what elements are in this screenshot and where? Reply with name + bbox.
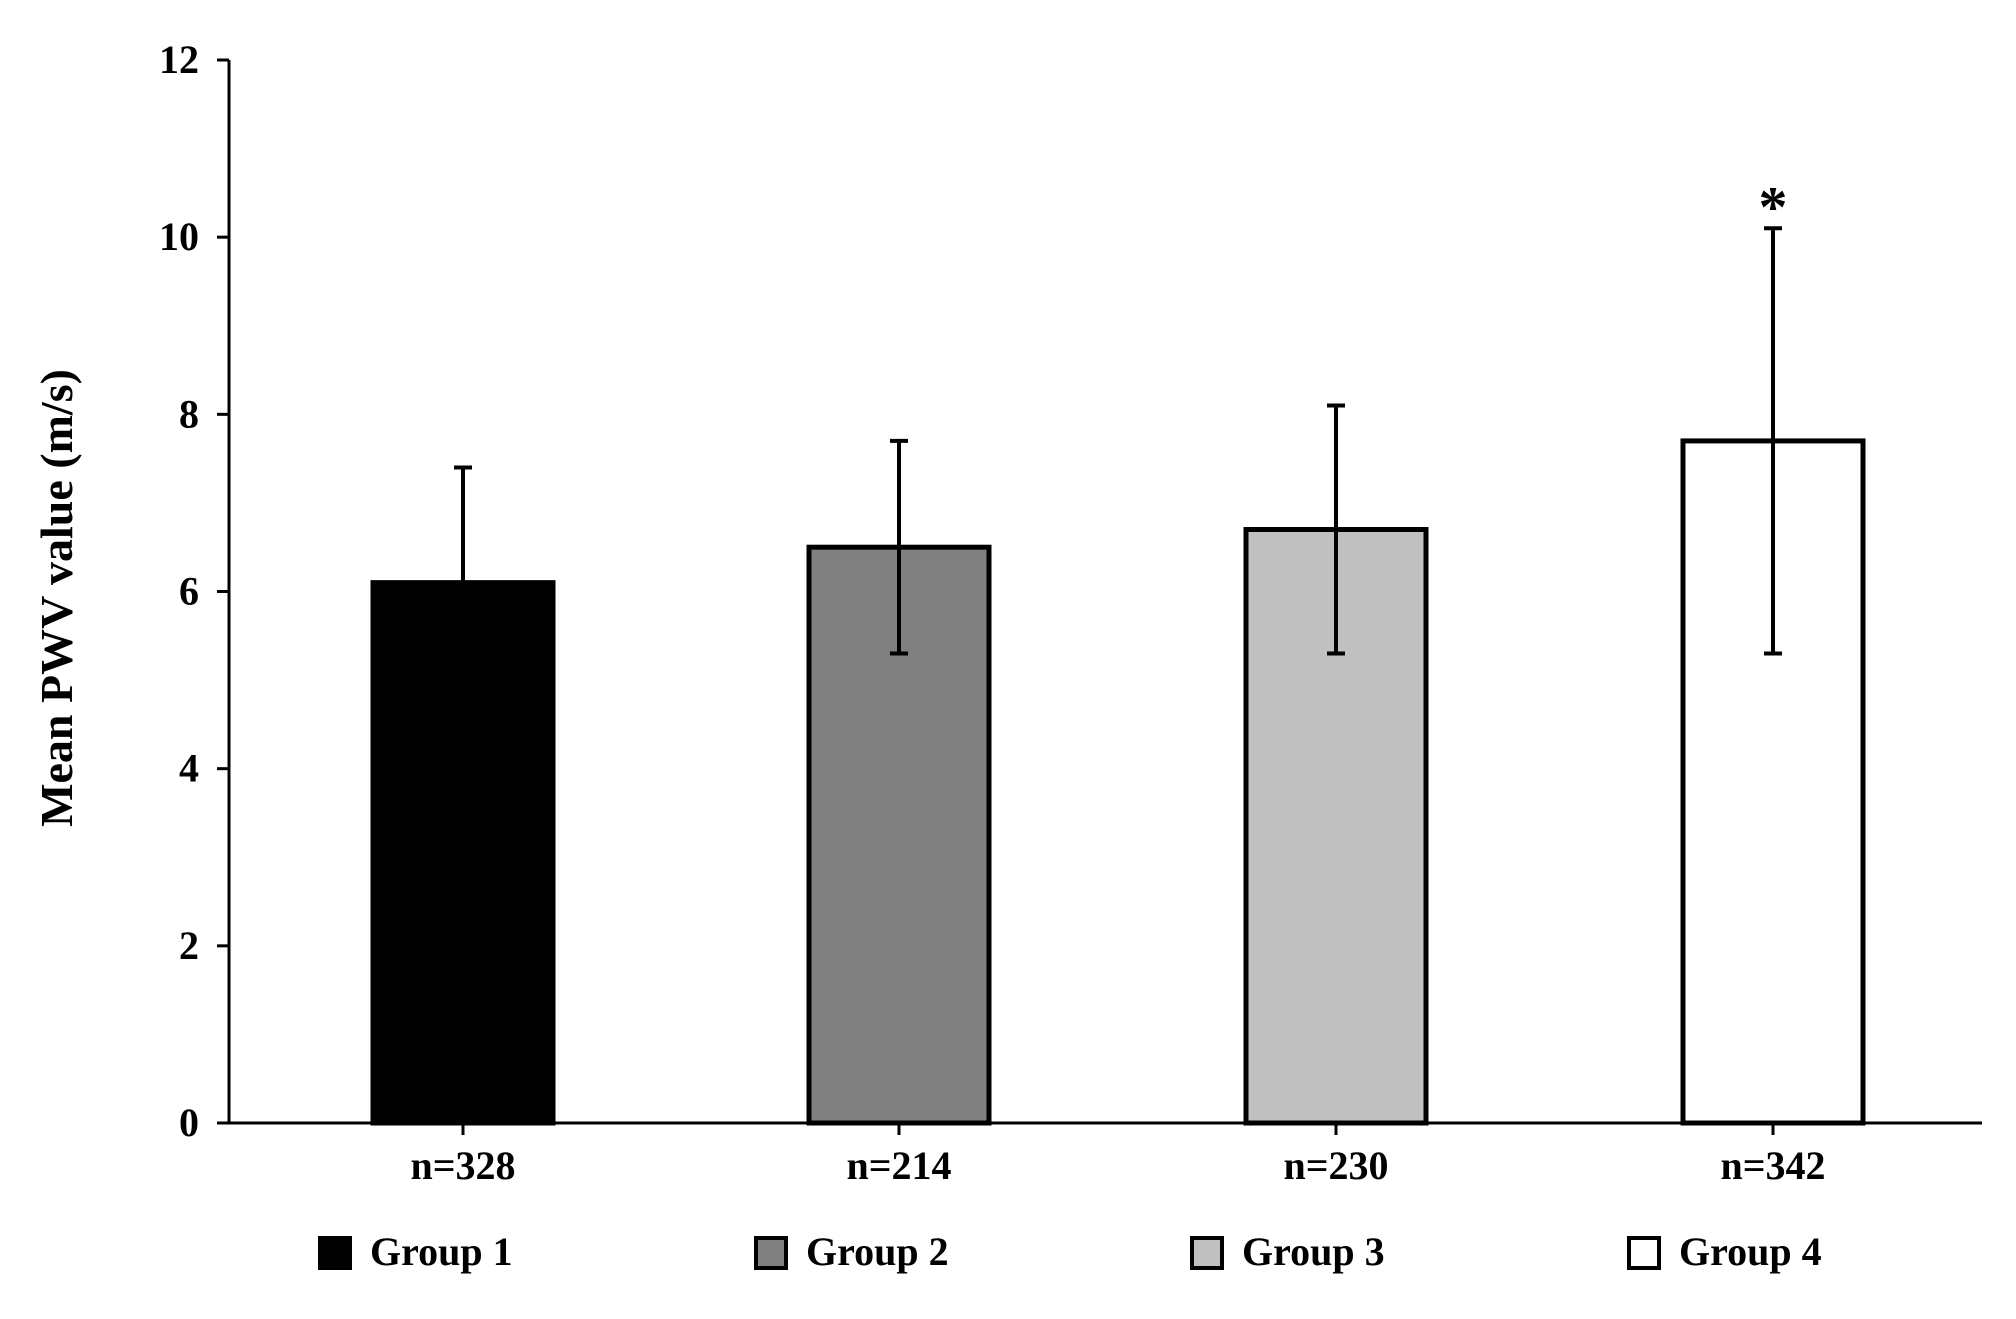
legend-label: Group 4 (1679, 1229, 1822, 1274)
legend-item: Group 4 (1627, 1229, 1822, 1274)
error-bars (454, 226, 1782, 700)
legend-swatch (1190, 1236, 1224, 1270)
legend: Group 1 Group 2 Group 3 Group 4 (318, 1229, 1822, 1274)
y-tick-label: 12 (159, 37, 199, 82)
legend-item: Group 1 (318, 1229, 513, 1274)
category-label: n=230 (1283, 1143, 1388, 1188)
legend-item: Group 3 (1190, 1229, 1385, 1274)
bar (1680, 438, 1866, 1126)
category-label: n=342 (1720, 1143, 1825, 1188)
y-axis-title: Mean PWV value (m/s) (31, 369, 82, 827)
significance-asterisk: * (1759, 174, 1788, 239)
bars (370, 438, 1866, 1126)
y-tick-label: 8 (179, 391, 199, 436)
legend-label: Group 1 (370, 1229, 513, 1274)
category-label: n=214 (846, 1143, 951, 1188)
y-tick-label: 0 (179, 1100, 199, 1145)
annotations: * (1759, 174, 1788, 239)
legend-swatch (1627, 1236, 1661, 1270)
y-tick-label: 10 (159, 214, 199, 259)
category-labels: n=328 n=214 n=230 n=342 (410, 1143, 1825, 1188)
legend-swatch (754, 1236, 788, 1270)
y-axis: 0 2 4 6 8 10 12 (159, 37, 231, 1145)
x-axis (229, 1121, 1982, 1135)
category-label: n=328 (410, 1143, 515, 1188)
legend-item: Group 2 (754, 1229, 949, 1274)
y-tick-label: 6 (179, 569, 199, 614)
y-tick-label: 4 (179, 746, 199, 791)
legend-label: Group 3 (1242, 1229, 1385, 1274)
legend-swatch (318, 1236, 352, 1270)
legend-label: Group 2 (806, 1229, 949, 1274)
y-tick-label: 2 (179, 923, 199, 968)
